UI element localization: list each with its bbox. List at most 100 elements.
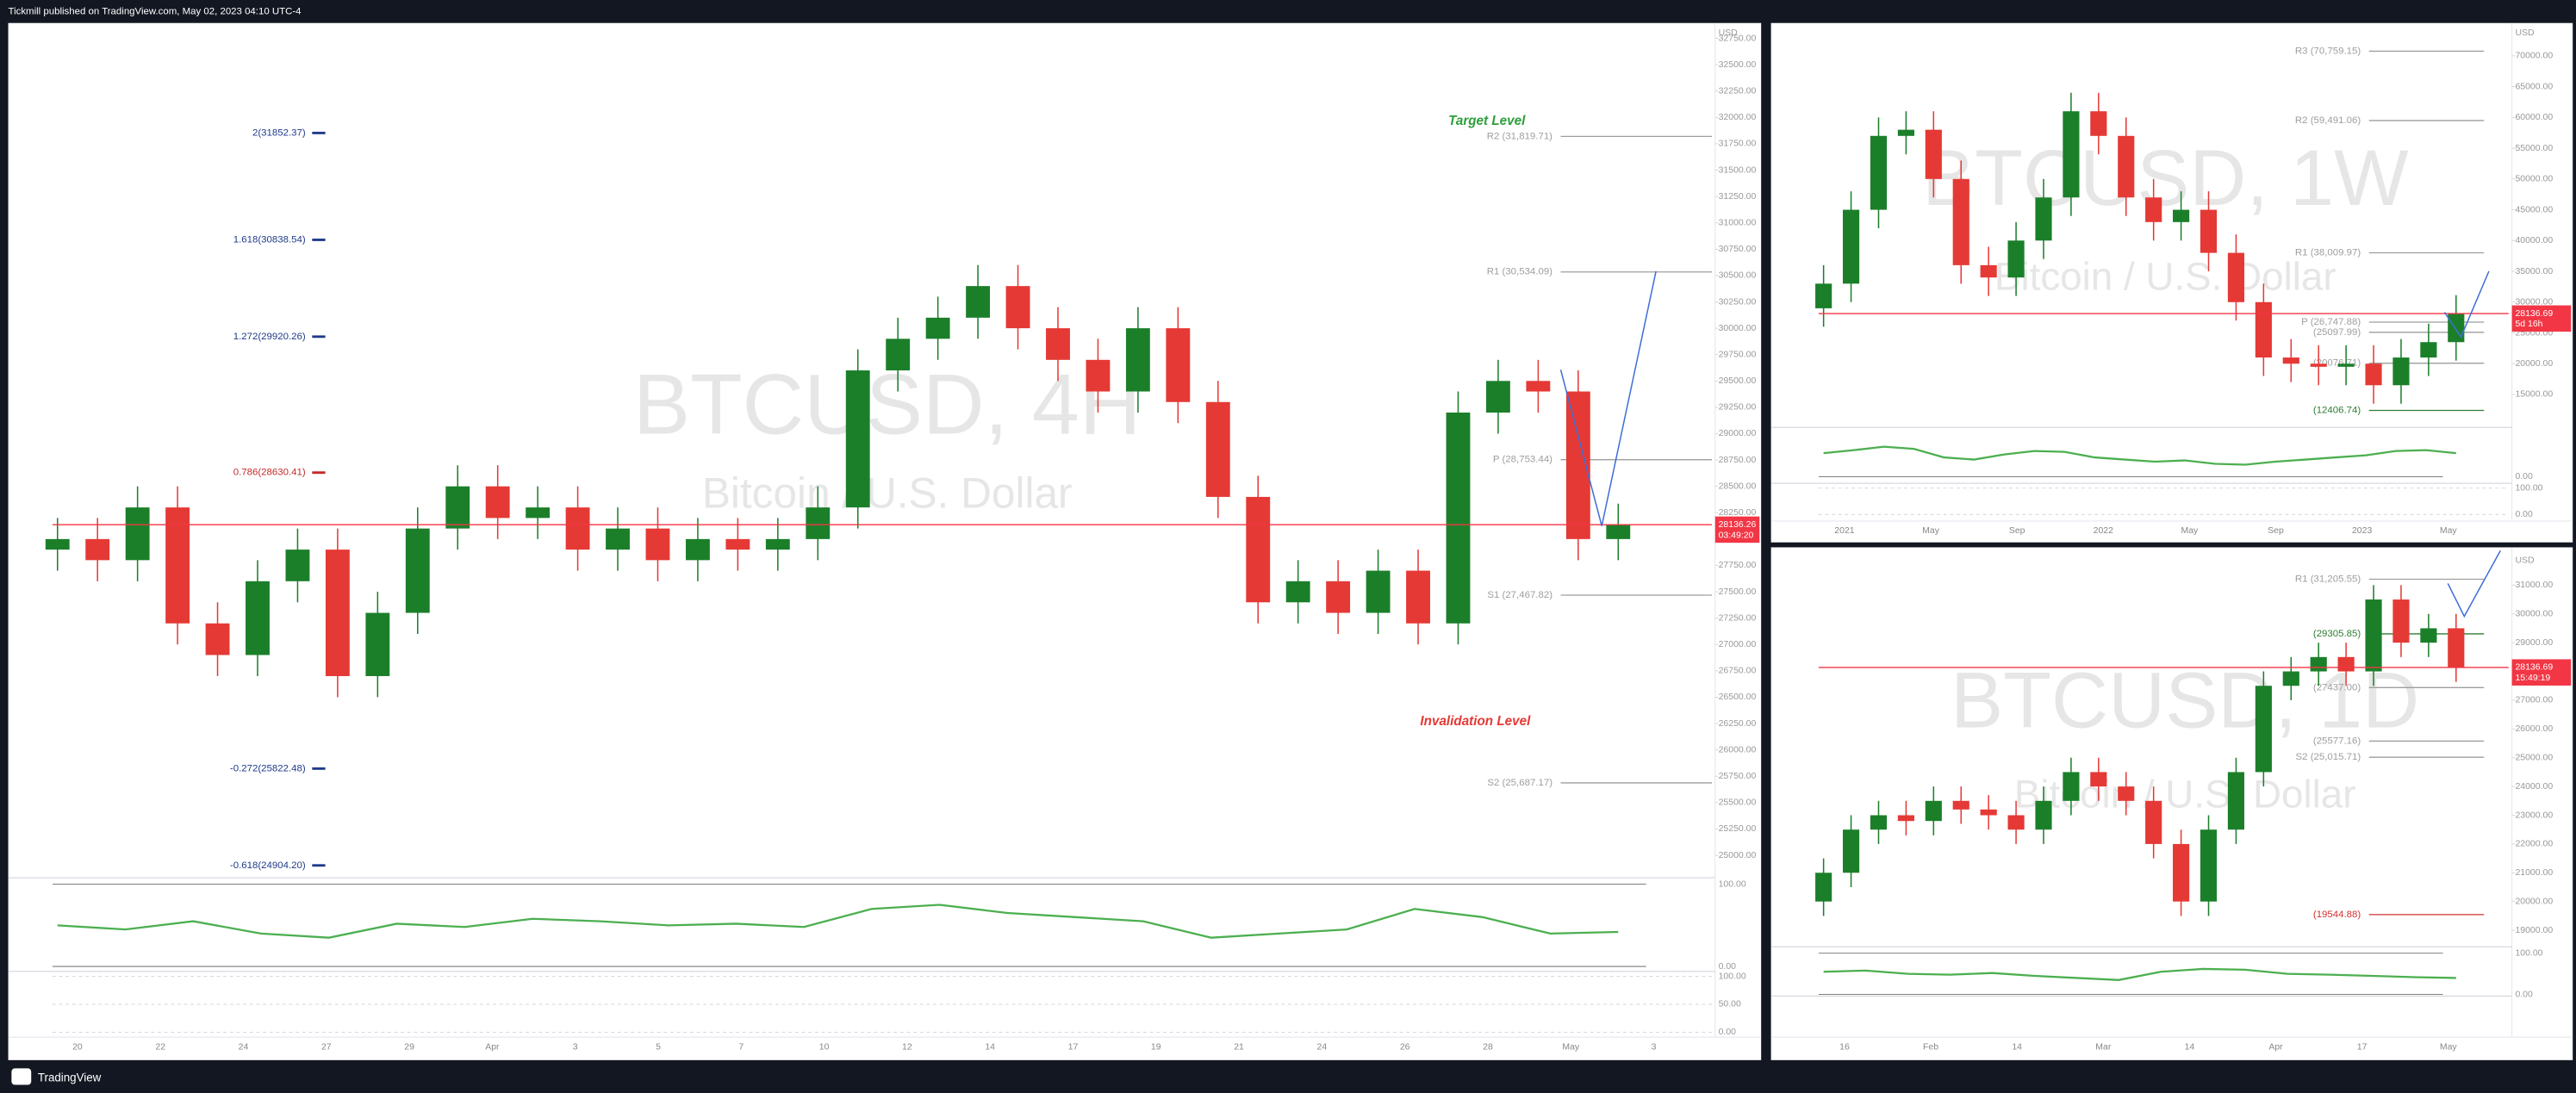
fib-level-label: 0.786(28630.41) — [233, 468, 306, 478]
level-label: (29305.85) — [2313, 629, 2361, 639]
projection-arrow — [2443, 270, 2490, 338]
candle-body — [1166, 328, 1191, 402]
brand-logo — [11, 1068, 32, 1085]
candle-body — [606, 528, 630, 550]
annotation: Invalidation Level — [1420, 714, 1531, 729]
x-tick-label: 2023 — [2352, 526, 2372, 536]
candle-body — [405, 528, 430, 613]
y-tick-label: 27750.00 — [1719, 561, 1757, 570]
candle-body — [1005, 286, 1030, 329]
candle-body — [2173, 209, 2190, 222]
level-label: R2 (31,819.71) — [1487, 131, 1552, 141]
candle-body — [1870, 135, 1888, 210]
candle-body — [1897, 815, 1914, 822]
y-tick-label: 60000.00 — [2515, 113, 2553, 122]
candle-body — [165, 507, 190, 624]
candle-body — [125, 507, 150, 561]
y-tick-label: 25000.00 — [2515, 753, 2553, 762]
candle-body — [2063, 111, 2080, 198]
x-tick-label: May — [1562, 1042, 1580, 1052]
x-tick-label: 24 — [1317, 1042, 1328, 1052]
x-tick-label: May — [2440, 1042, 2458, 1052]
x-tick-label: 5 — [656, 1042, 661, 1052]
candle-body — [485, 486, 510, 519]
y-tick-label: 70000.00 — [2515, 52, 2553, 61]
watermark-subtitle: Bitcoin / U.S. Dollar — [702, 469, 1073, 517]
y-tick-label: 25250.00 — [1719, 824, 1757, 834]
y-tick-label: 30500.00 — [1719, 271, 1757, 281]
y-tick-label: 30750.00 — [1719, 245, 1757, 254]
y-tick-label: 55000.00 — [2515, 144, 2553, 153]
y-tick-label: 25500.00 — [1719, 798, 1757, 808]
y-tick-label: 27250.00 — [1719, 613, 1757, 623]
candle-body — [445, 486, 470, 529]
y-tick-label: 32000.00 — [1719, 113, 1757, 122]
rsi-line — [1823, 967, 2456, 981]
level-label: (27437.00) — [2313, 682, 2361, 692]
candle-body — [2090, 772, 2107, 787]
candle-body — [1086, 359, 1111, 392]
candle-body — [1486, 381, 1510, 413]
x-tick-label: 28 — [1483, 1042, 1493, 1052]
candle-body — [1980, 809, 1997, 816]
x-tick-label: 21 — [1234, 1042, 1244, 1052]
y-tick-label: 27500.00 — [1719, 587, 1757, 597]
candle-body — [1897, 129, 1914, 136]
y-tick-label: 29750.00 — [1719, 350, 1757, 359]
candle-body — [2200, 209, 2218, 253]
y-tick-label: 30250.00 — [1719, 297, 1757, 307]
price-badge-countdown: 15:49:19 — [2515, 674, 2550, 683]
y-tick-label: 31000.00 — [1719, 218, 1757, 227]
watermark: BTCUSD, 4H — [633, 357, 1141, 452]
candle-body — [2337, 656, 2355, 672]
x-tick-label: 16 — [1839, 1042, 1850, 1052]
candle-body — [1366, 570, 1391, 613]
brand: TradingView — [38, 1071, 102, 1084]
candle-body — [2392, 357, 2410, 386]
stoch-tick-label: 0.00 — [2515, 510, 2533, 519]
candle-body — [2007, 815, 2025, 830]
y-tick-label: 24000.00 — [2515, 782, 2553, 792]
stoch-tick-label: 100.00 — [1719, 972, 1746, 981]
candle-body — [1815, 283, 1832, 308]
candle-body — [725, 538, 750, 550]
x-tick-label: Apr — [2268, 1042, 2283, 1052]
candle-body — [2118, 786, 2135, 801]
candle-body — [1125, 328, 1150, 392]
y-tick-label: 20000.00 — [2515, 359, 2553, 369]
y-tick-label: 50000.00 — [2515, 175, 2553, 184]
candle-body — [1046, 328, 1070, 360]
y-tick-label: 65000.00 — [2515, 82, 2553, 91]
x-tick-label: 10 — [819, 1042, 830, 1052]
price-badge — [2511, 305, 2572, 332]
chart-panel — [1770, 22, 2573, 543]
candle-body — [565, 507, 590, 550]
candle-body — [1565, 391, 1590, 539]
y-tick-label: 25000.00 — [2515, 328, 2553, 338]
candle-body — [325, 550, 350, 676]
price-badge-countdown: 5d 16h — [2515, 320, 2542, 329]
rsi-tick-label: 0.00 — [1719, 962, 1737, 972]
x-tick-label: May — [2181, 526, 2200, 536]
candle-body — [1952, 178, 1969, 265]
candle-body — [45, 538, 70, 550]
x-tick-label: 12 — [902, 1042, 912, 1052]
annotation: Target Level — [1448, 114, 1526, 128]
fib-level-label: -0.272(25822.48) — [230, 763, 306, 773]
x-tick-label: 2022 — [2094, 526, 2113, 536]
y-tick-label: 22000.00 — [2515, 840, 2553, 849]
candle-body — [1842, 829, 1860, 873]
x-tick-label: 7 — [738, 1042, 744, 1052]
candle-body — [2145, 197, 2162, 222]
rsi-tick-label: 0.00 — [2515, 472, 2533, 481]
level-label: (25577.16) — [2313, 736, 2361, 746]
candle-body — [1326, 581, 1351, 613]
fib-level-label: -0.618(24904.20) — [230, 860, 306, 871]
candle-body — [2310, 656, 2327, 672]
price-badge-value: 28136.69 — [2515, 309, 2553, 319]
currency-label: USD — [2515, 556, 2535, 565]
level-label: (20076.71) — [2313, 358, 2361, 369]
x-tick-label: 2021 — [1834, 526, 1854, 536]
rsi-tick-label: 0.00 — [2515, 990, 2533, 999]
